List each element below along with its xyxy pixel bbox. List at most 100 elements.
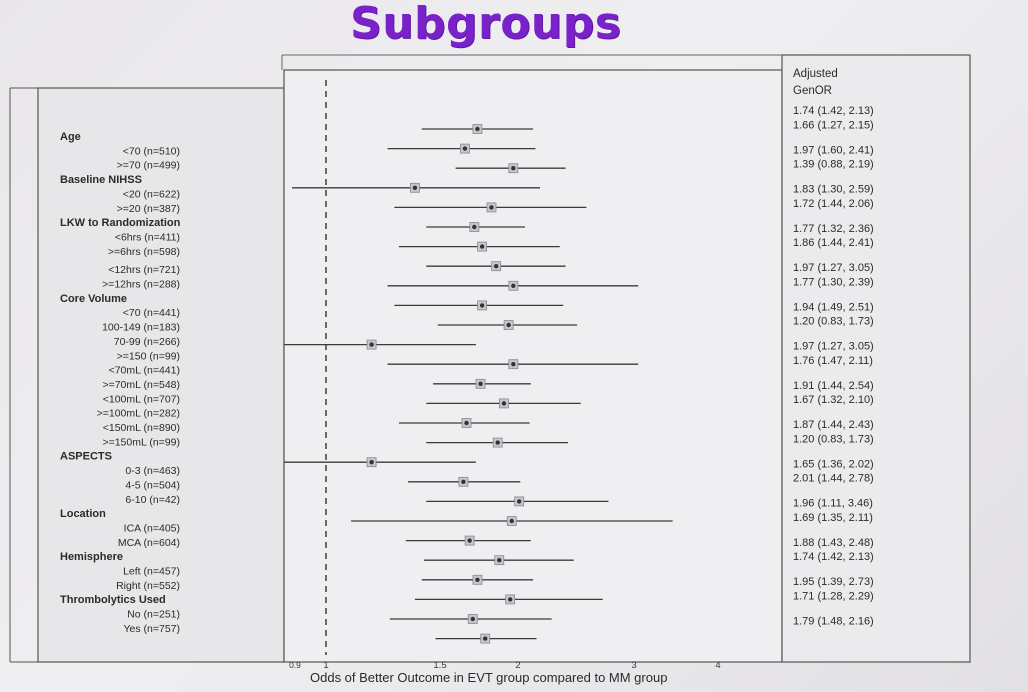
row-label: ICA (n=405) xyxy=(124,522,180,534)
or-value-text: 1.74 (1.42, 2.13) xyxy=(793,551,874,563)
x-axis-label: Odds of Better Outcome in EVT group comp… xyxy=(310,670,668,685)
row-label: <6hrs (n=411) xyxy=(115,231,180,243)
row-label: >=150mL (n=99) xyxy=(102,436,180,448)
or-column-header: Adjusted GenOR xyxy=(793,68,838,97)
row-label: >=6hrs (n=598) xyxy=(108,246,180,258)
estimate-point xyxy=(506,322,511,328)
or-values: 1.74 (1.42, 2.13) 1.66 (1.27, 2.15) 1.97 (… xyxy=(793,105,874,627)
row-label: >=100mL (n=282) xyxy=(97,408,180,420)
row-label: 0-3 (n=463) xyxy=(125,465,180,477)
row-label: <20 (n=622) xyxy=(123,188,180,200)
or-value-text: 1.66 (1.27, 2.15) xyxy=(793,119,874,131)
row-label: >=20 (n=387) xyxy=(117,203,180,215)
row-heading: Age xyxy=(60,131,81,143)
estimate-point xyxy=(508,597,513,602)
estimate-point xyxy=(462,146,468,151)
or-value-text: 1.67 (1.32, 2.10) xyxy=(793,394,874,406)
row-label: <70 (n=510) xyxy=(123,145,180,157)
or-value-text: 1.77 (1.30, 2.39) xyxy=(793,276,874,288)
row-heading: LKW to Randomization xyxy=(60,217,181,229)
estimate-point xyxy=(461,479,466,484)
estimate-point xyxy=(478,381,483,386)
x-tick-label: 0.9 xyxy=(289,660,301,670)
or-value-text: 1.77 (1.32, 2.36) xyxy=(793,223,874,235)
row-label: >=12hrs (n=288) xyxy=(102,279,180,291)
row-heading: Core Volume xyxy=(60,293,127,305)
estimate-point xyxy=(511,166,516,171)
or-value-text: 1.69 (1.35, 2.11) xyxy=(793,512,873,524)
row-label: MCA (n=604) xyxy=(118,537,180,549)
or-value-text: 1.83 (1.30, 2.59) xyxy=(793,184,874,196)
estimate-point xyxy=(495,440,500,445)
estimate-point xyxy=(475,577,480,582)
or-value-text: 1.20 (0.83, 1.73) xyxy=(793,433,874,445)
or-value-text: 1.79 (1.48, 2.16) xyxy=(793,615,874,627)
x-tick-label: 4 xyxy=(715,660,720,671)
or-value-text: 1.87 (1.44, 2.43) xyxy=(793,419,874,431)
or-value-text: 1.20 (0.83, 1.73) xyxy=(793,316,874,328)
x-tick-label: 2 xyxy=(515,660,520,671)
or-value-text: 1.91 (1.44, 2.54) xyxy=(793,380,874,392)
row-heading: Hemisphere xyxy=(60,551,123,563)
x-tick-label: 1 xyxy=(323,660,328,671)
estimate-point xyxy=(511,283,516,288)
estimate-point xyxy=(479,244,485,249)
row-label: <150mL (n=890) xyxy=(103,422,180,434)
row-labels: Age <70 (n=510) >=70 (n=499) Baseline NIHSS… xyxy=(60,131,181,635)
or-value-text: 1.71 (1.28, 2.29) xyxy=(793,590,874,602)
estimate-point xyxy=(493,264,499,269)
row-label: <100mL (n=707) xyxy=(103,393,180,405)
row-heading: Location xyxy=(60,508,106,520)
or-value-text: 1.65 (1.36, 2.02) xyxy=(793,458,874,470)
row-label: >=70 (n=499) xyxy=(117,160,180,172)
column-header-line: Adjusted xyxy=(793,68,838,80)
or-value-text: 1.72 (1.44, 2.06) xyxy=(793,198,874,210)
estimate-point xyxy=(475,126,480,132)
row-heading: Baseline NIHSS xyxy=(60,174,142,186)
or-value-text: 1.74 (1.42, 2.13) xyxy=(793,105,874,117)
or-value-text: 1.97 (1.27, 3.05) xyxy=(793,262,874,274)
or-value-text: 1.94 (1.49, 2.51) xyxy=(793,301,874,313)
row-heading: ASPECTS xyxy=(60,451,112,463)
column-header-line: GenOR xyxy=(793,85,832,97)
row-label: >=70mL (n=548) xyxy=(102,379,180,391)
or-value-text: 1.76 (1.47, 2.11) xyxy=(793,355,873,367)
estimate-point xyxy=(412,185,418,190)
row-label: No (n=251) xyxy=(127,609,180,621)
row-label: 100-149 (n=183) xyxy=(102,322,180,334)
estimate-point xyxy=(497,558,502,563)
or-value-text: 2.01 (1.44, 2.78) xyxy=(793,473,874,485)
row-label: Yes (n=757) xyxy=(123,623,180,635)
row-heading: Thrombolytics Used xyxy=(60,594,166,606)
estimate-point xyxy=(464,420,469,426)
row-label: 6-10 (n=42) xyxy=(125,494,180,506)
estimate-point xyxy=(489,205,494,210)
row-label: <70 (n=441) xyxy=(123,307,180,319)
estimate-point xyxy=(511,362,516,367)
estimate-point xyxy=(467,538,472,543)
estimate-point xyxy=(501,401,507,406)
x-tick-label: 1.5 xyxy=(433,660,446,671)
or-value-text: 1.97 (1.27, 3.05) xyxy=(793,341,874,353)
or-value-text: 1.95 (1.39, 2.73) xyxy=(793,576,874,588)
or-value-text: 1.86 (1.44, 2.41) xyxy=(793,237,874,249)
or-value-text: 1.88 (1.43, 2.48) xyxy=(793,537,874,549)
estimate-point xyxy=(516,499,522,504)
row-label: <12hrs (n=721) xyxy=(108,264,180,276)
row-label: <70mL (n=441) xyxy=(109,365,180,377)
x-tick-label: 3 xyxy=(631,660,636,671)
row-label: Left (n=457) xyxy=(123,566,180,578)
estimate-point xyxy=(369,460,374,465)
row-label: 70-99 (n=266) xyxy=(114,336,180,348)
chart-title: Subgroups xyxy=(350,0,622,49)
or-value-text: 1.96 (1.11, 3.46) xyxy=(793,498,873,510)
estimate-point xyxy=(472,224,477,230)
or-value-text: 1.97 (1.60, 2.41) xyxy=(793,144,874,156)
estimate-point xyxy=(483,636,488,641)
or-value-text: 1.39 (0.88, 2.19) xyxy=(793,159,874,171)
estimate-markers xyxy=(366,124,525,644)
row-label: >=150 (n=99) xyxy=(117,350,180,362)
x-ticks: 0.9 1 1.5 2 3 4 xyxy=(289,660,721,671)
row-label: 4-5 (n=504) xyxy=(125,479,180,491)
